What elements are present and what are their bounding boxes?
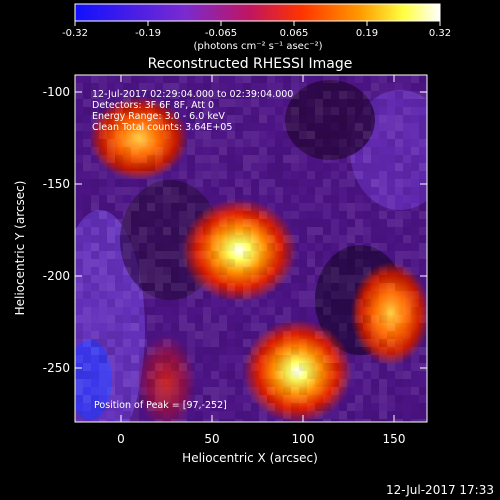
background-lobe [285, 80, 375, 160]
colorbar-tick-label: 0.065 [280, 28, 309, 39]
peak-position-label: Position of Peak = [97,-252] [94, 400, 227, 411]
info-line: Energy Range: 3.0 - 6.0 keV [92, 111, 225, 122]
x-tick-label: 50 [204, 432, 219, 446]
footer-timestamp: 12-Jul-2017 17:33 [386, 483, 494, 497]
background-lobe [75, 340, 112, 420]
rhessi-image [75, 75, 427, 422]
colorbar [74, 3, 441, 22]
emission-source-peak [242, 319, 353, 422]
colorbar-tick-label: -0.19 [135, 28, 161, 39]
x-axis-label: Heliocentric X (arcsec) [182, 451, 318, 465]
colorbar-tick-label: -0.32 [62, 28, 88, 39]
axis-ticks [75, 75, 427, 422]
emission-source-upper-left [88, 96, 189, 181]
sources-layer [88, 96, 427, 422]
emission-source-lower-left [136, 334, 197, 422]
y-tick-label: -100 [43, 85, 70, 99]
colorbar-tick-label: -0.065 [205, 28, 237, 39]
colorbar-unit-label: (photons cm⁻² s⁻¹ asec⁻²) [193, 41, 322, 52]
info-line: Clean Total counts: 3.64E+05 [92, 122, 232, 133]
x-tick-label: 0 [117, 432, 125, 446]
plot-title: Reconstructed RHESSI Image [148, 56, 353, 72]
x-tick-label: 150 [383, 432, 406, 446]
info-line: Detectors: 3F 6F 8F, Att 0 [92, 100, 214, 111]
colorbar-tick-label: 0.32 [429, 28, 451, 39]
info-line: 12-Jul-2017 02:29:04.000 to 02:39:04.000 [92, 89, 293, 100]
y-axis-label: Heliocentric Y (arcsec) [13, 181, 27, 316]
emission-source-right [350, 261, 427, 366]
emission-source-center [181, 198, 298, 303]
pixel-texture [75, 75, 427, 422]
y-tick-label: -150 [43, 177, 70, 191]
colorbar-tick-label: 0.19 [356, 28, 378, 39]
y-tick-label: -200 [43, 269, 70, 283]
y-tick-label: -250 [43, 361, 70, 375]
colorbar-ticks [74, 21, 441, 26]
plot-frame [74, 74, 428, 423]
x-tick-label: 100 [292, 432, 315, 446]
